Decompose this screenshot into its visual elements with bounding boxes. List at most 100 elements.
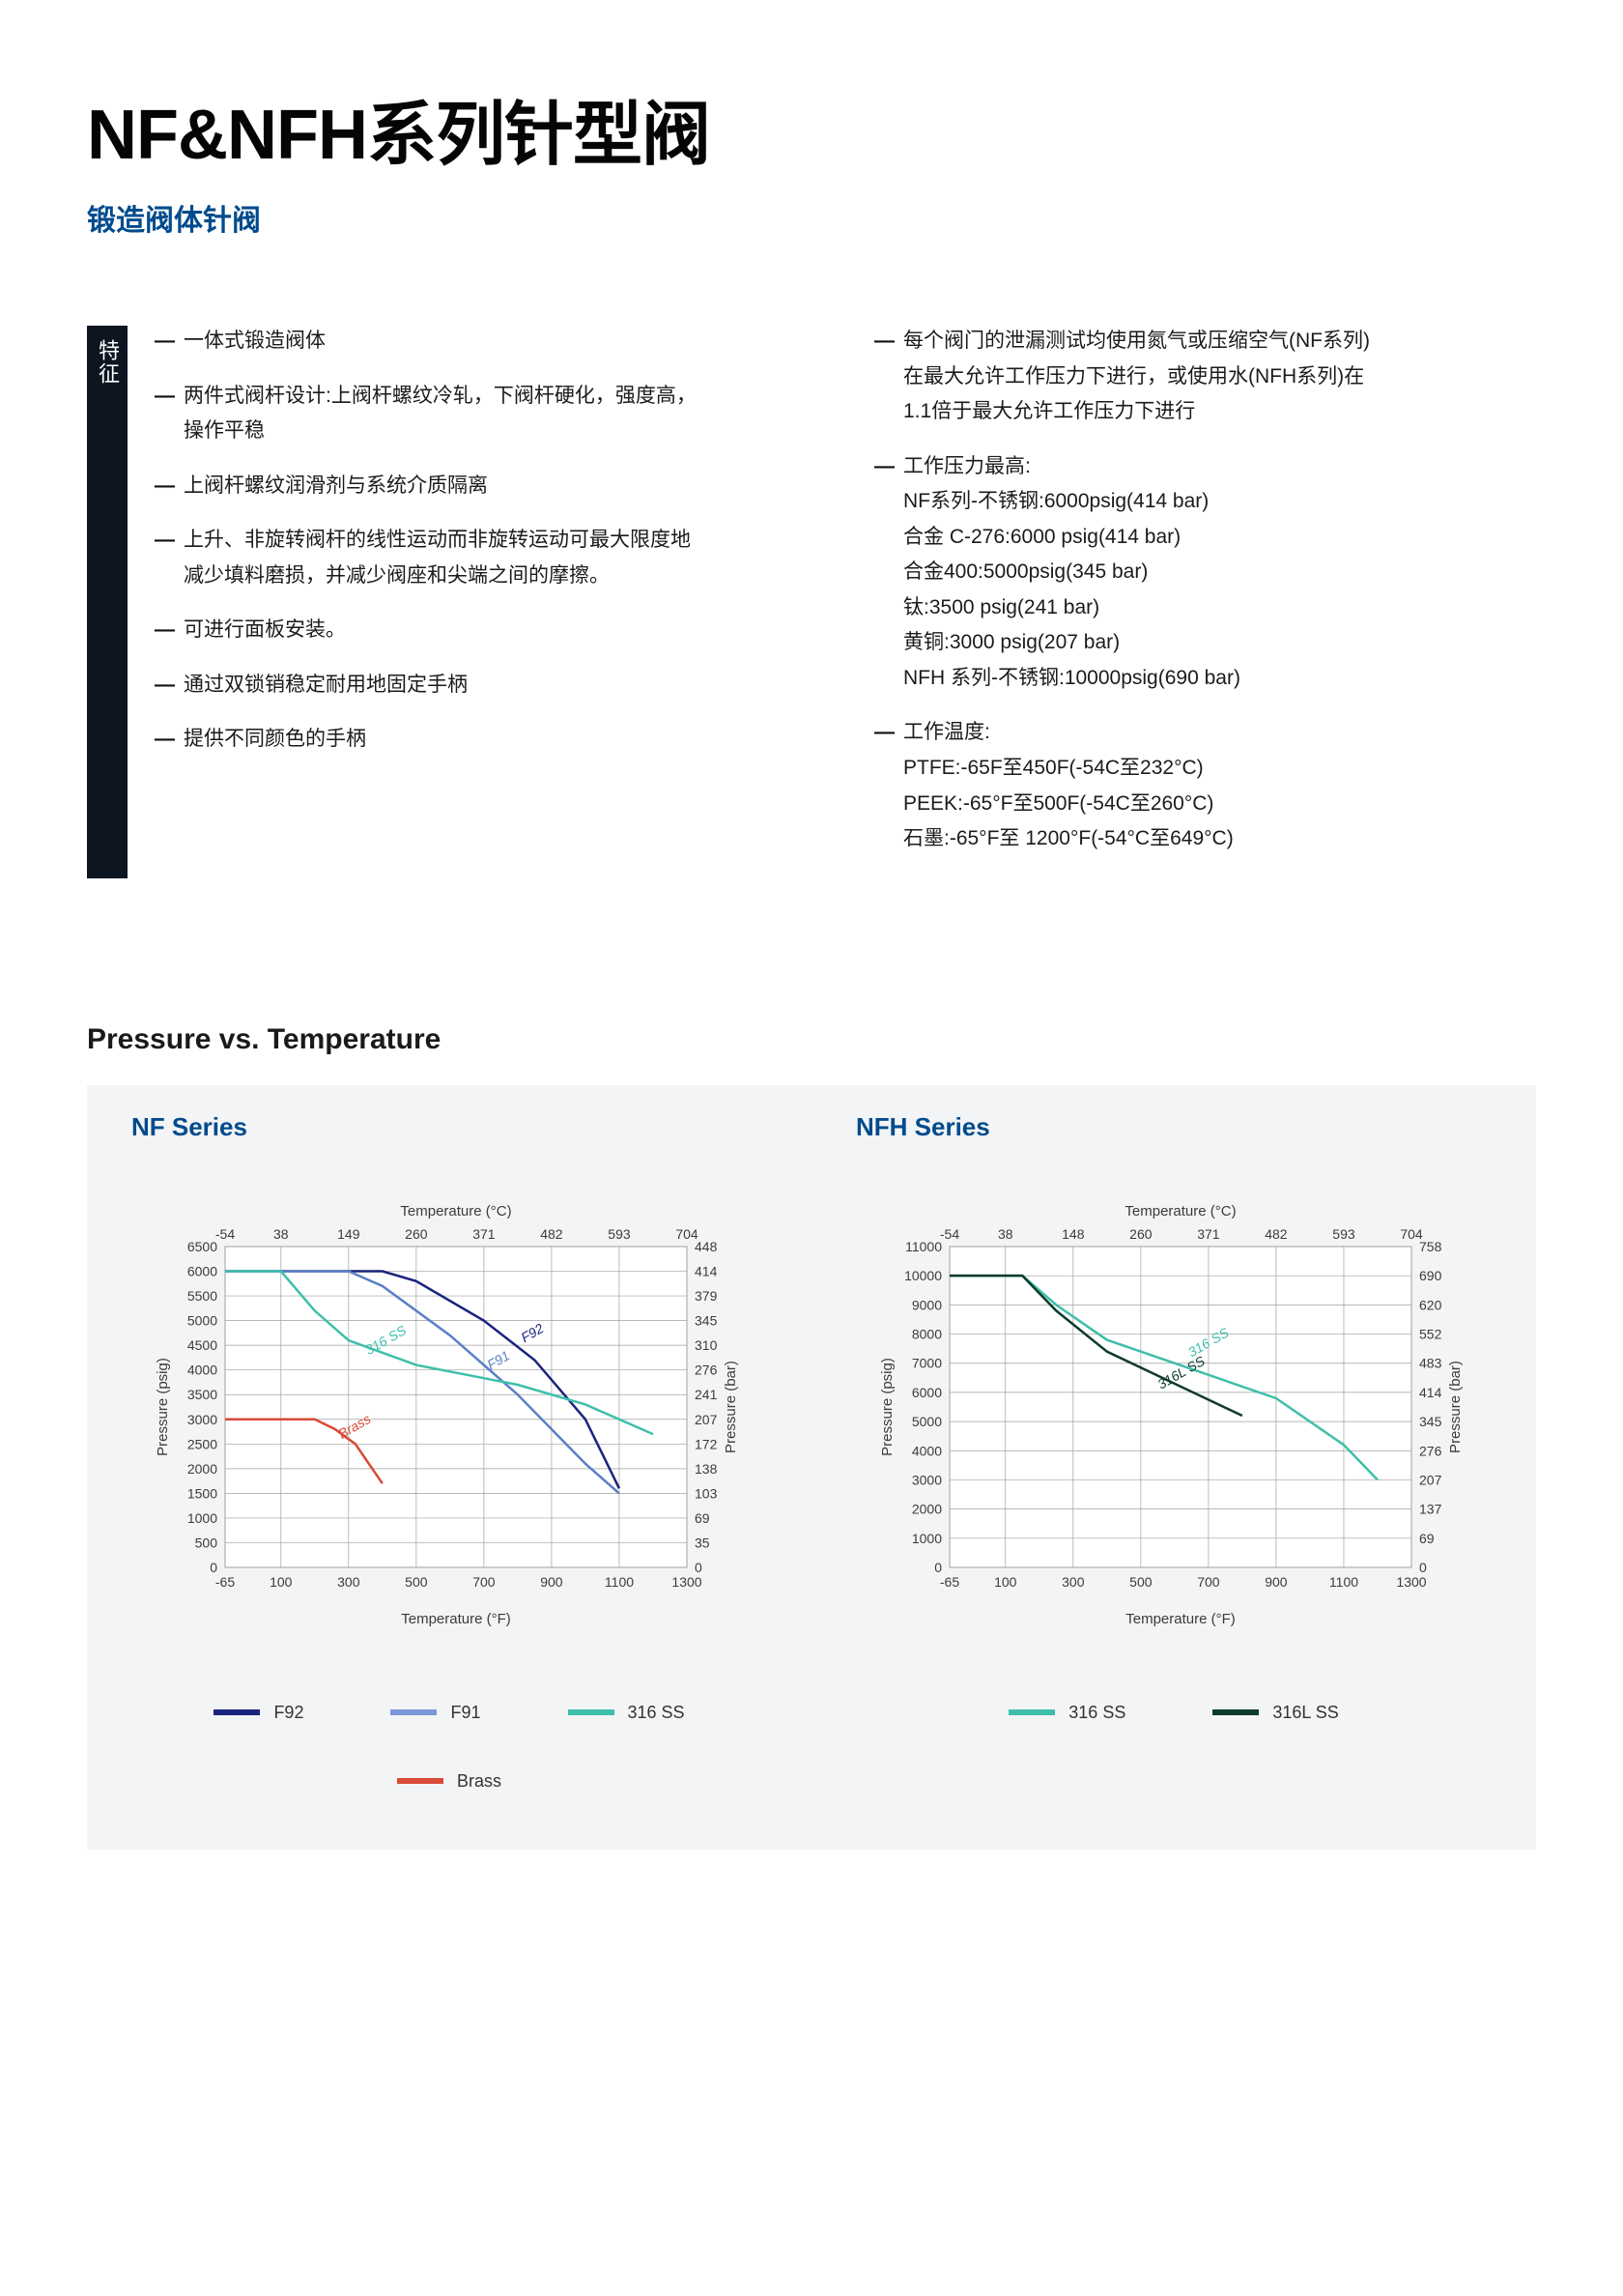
- svg-text:2000: 2000: [187, 1461, 217, 1477]
- features-left-col: —一体式锻造阀体—两件式阀杆设计:上阀杆螺纹冷轧，下阀杆硬化，强度高，操作平稳—…: [155, 326, 816, 878]
- legend-item: Brass: [397, 1771, 501, 1792]
- svg-text:900: 900: [540, 1574, 563, 1590]
- nfh-chart-block: NFH Series -6510030050070090011001300-54…: [850, 1112, 1497, 1792]
- svg-text:690: 690: [1419, 1268, 1442, 1283]
- svg-text:593: 593: [608, 1226, 631, 1242]
- feature-text: 一体式锻造阀体: [184, 326, 816, 358]
- nf-chart-block: NF Series -6510030050070090011001300-543…: [126, 1112, 773, 1792]
- feature-item: —两件式阀杆设计:上阀杆螺纹冷轧，下阀杆硬化，强度高，操作平稳: [155, 381, 816, 447]
- svg-text:137: 137: [1419, 1501, 1442, 1516]
- legend-swatch: [568, 1709, 614, 1715]
- feature-item: —一体式锻造阀体: [155, 326, 816, 358]
- features-columns: —一体式锻造阀体—两件式阀杆设计:上阀杆螺纹冷轧，下阀杆硬化，强度高，操作平稳—…: [128, 326, 1536, 878]
- dash-icon: —: [155, 326, 184, 358]
- legend-label: F92: [273, 1703, 303, 1723]
- legend-label: Brass: [457, 1771, 501, 1792]
- svg-text:Temperature (°C): Temperature (°C): [400, 1203, 511, 1220]
- svg-text:500: 500: [1129, 1574, 1153, 1590]
- svg-text:0: 0: [1419, 1560, 1427, 1575]
- svg-text:8000: 8000: [912, 1326, 942, 1341]
- svg-text:1500: 1500: [187, 1485, 217, 1501]
- legend-item: 316L SS: [1212, 1703, 1338, 1723]
- svg-text:371: 371: [472, 1226, 496, 1242]
- legend-swatch: [390, 1709, 437, 1715]
- legend-swatch: [214, 1709, 260, 1715]
- dash-icon: —: [155, 670, 184, 702]
- svg-text:552: 552: [1419, 1326, 1442, 1341]
- svg-text:1100: 1100: [605, 1574, 634, 1590]
- svg-text:69: 69: [1419, 1530, 1435, 1545]
- svg-text:9000: 9000: [912, 1297, 942, 1312]
- feature-text: 可进行面板安装。: [184, 615, 816, 646]
- nfh-chart-title: NFH Series: [850, 1112, 1497, 1142]
- legend-label: 316L SS: [1272, 1703, 1338, 1723]
- svg-text:2000: 2000: [912, 1501, 942, 1516]
- feature-text: 提供不同颜色的手柄: [184, 724, 816, 756]
- svg-text:69: 69: [695, 1510, 710, 1526]
- legend-swatch: [1212, 1709, 1259, 1715]
- svg-text:Temperature (°F): Temperature (°F): [401, 1611, 511, 1627]
- svg-text:700: 700: [1197, 1574, 1220, 1590]
- svg-text:483: 483: [1419, 1355, 1442, 1370]
- svg-text:414: 414: [695, 1263, 718, 1278]
- svg-text:138: 138: [695, 1461, 718, 1477]
- dash-icon: —: [155, 471, 184, 502]
- svg-text:Pressure (bar): Pressure (bar): [723, 1361, 739, 1453]
- svg-text:276: 276: [1419, 1443, 1442, 1458]
- dash-icon: —: [874, 451, 903, 695]
- feature-text: 上阀杆螺纹润滑剂与系统介质隔离: [184, 471, 816, 502]
- svg-text:414: 414: [1419, 1385, 1442, 1400]
- svg-text:5000: 5000: [912, 1414, 942, 1429]
- svg-text:Temperature (°C): Temperature (°C): [1125, 1203, 1236, 1220]
- dash-icon: —: [155, 615, 184, 646]
- svg-text:Pressure (psig): Pressure (psig): [155, 1358, 171, 1456]
- feature-text: 上升、非旋转阀杆的线性运动而非旋转运动可最大限度地减少填料磨损，并减少阀座和尖端…: [184, 525, 816, 591]
- svg-text:149: 149: [337, 1226, 360, 1242]
- legend-swatch: [397, 1778, 443, 1784]
- feature-item: —上升、非旋转阀杆的线性运动而非旋转运动可最大限度地减少填料磨损，并减少阀座和尖…: [155, 525, 816, 591]
- svg-text:2500: 2500: [187, 1436, 217, 1451]
- svg-text:100: 100: [270, 1574, 293, 1590]
- svg-text:1000: 1000: [187, 1510, 217, 1526]
- sidebar-tag: 特征: [87, 326, 128, 878]
- svg-text:Pressure (psig): Pressure (psig): [879, 1358, 896, 1456]
- svg-text:3500: 3500: [187, 1387, 217, 1402]
- svg-text:6000: 6000: [912, 1385, 942, 1400]
- svg-text:3000: 3000: [912, 1472, 942, 1487]
- svg-text:260: 260: [1129, 1226, 1153, 1242]
- svg-text:260: 260: [405, 1226, 428, 1242]
- page: NF&NFH系列针型阀 锻造阀体针阀 特征 —一体式锻造阀体—两件式阀杆设计:上…: [0, 0, 1623, 1966]
- svg-text:10000: 10000: [904, 1268, 942, 1283]
- svg-text:700: 700: [472, 1574, 496, 1590]
- svg-text:300: 300: [1062, 1574, 1085, 1590]
- nf-chart: -6510030050070090011001300-5438149260371…: [126, 1191, 773, 1635]
- svg-text:5500: 5500: [187, 1288, 217, 1304]
- svg-text:448: 448: [695, 1239, 718, 1254]
- svg-text:500: 500: [195, 1535, 218, 1550]
- dash-icon: —: [155, 724, 184, 756]
- dash-icon: —: [874, 326, 903, 428]
- svg-text:35: 35: [695, 1535, 710, 1550]
- feature-item: —通过双锁销稳定耐用地固定手柄: [155, 670, 816, 702]
- nf-chart-title: NF Series: [126, 1112, 773, 1142]
- svg-text:482: 482: [1265, 1226, 1288, 1242]
- svg-text:103: 103: [695, 1485, 718, 1501]
- feature-item: —每个阀门的泄漏测试均使用氮气或压缩空气(NF系列)在最大允许工作压力下进行，或…: [874, 326, 1536, 428]
- svg-text:482: 482: [540, 1226, 563, 1242]
- svg-text:4500: 4500: [187, 1337, 217, 1353]
- svg-text:0: 0: [210, 1560, 217, 1575]
- svg-text:207: 207: [1419, 1472, 1442, 1487]
- dash-icon: —: [155, 381, 184, 447]
- legend-label: 316 SS: [628, 1703, 685, 1723]
- dash-icon: —: [874, 717, 903, 854]
- dash-icon: —: [155, 525, 184, 591]
- svg-text:148: 148: [1062, 1226, 1085, 1242]
- svg-text:-65: -65: [940, 1574, 959, 1590]
- section-title: Pressure vs. Temperature: [87, 1023, 1536, 1056]
- svg-text:500: 500: [405, 1574, 428, 1590]
- feature-item: —可进行面板安装。: [155, 615, 816, 646]
- feature-text: 每个阀门的泄漏测试均使用氮气或压缩空气(NF系列)在最大允许工作压力下进行，或使…: [903, 326, 1536, 428]
- svg-text:379: 379: [695, 1288, 718, 1304]
- svg-text:-65: -65: [215, 1574, 235, 1590]
- feature-item: —上阀杆螺纹润滑剂与系统介质隔离: [155, 471, 816, 502]
